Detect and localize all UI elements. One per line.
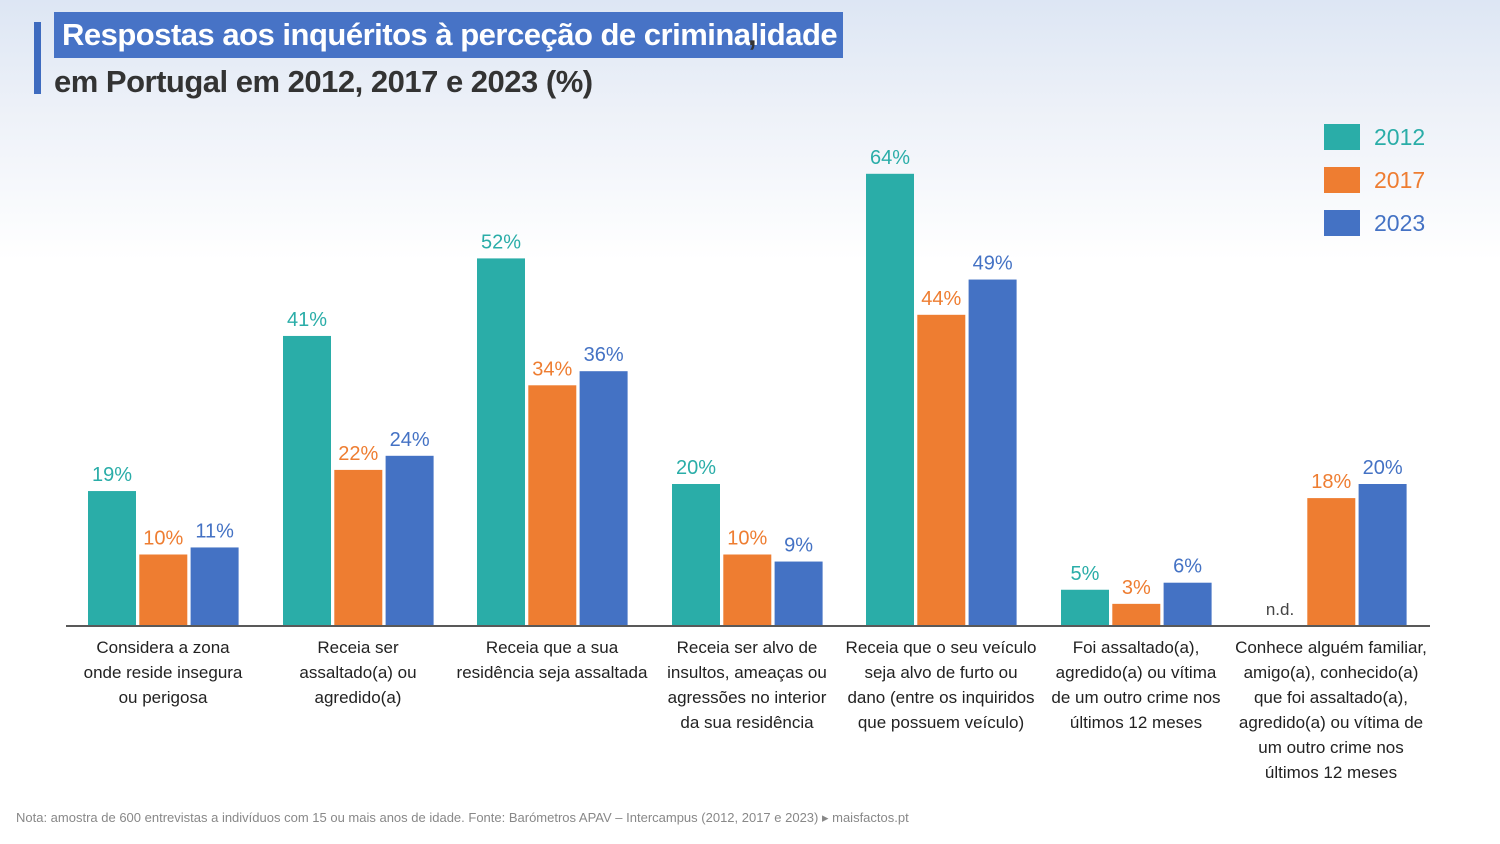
data-label-2017-2: 22%	[338, 443, 378, 465]
legend-swatch-2017	[1324, 167, 1360, 193]
bar-2017-4	[723, 554, 772, 625]
data-label-2017-4: 10%	[727, 528, 767, 550]
legend-label-2012: 2012	[1374, 124, 1425, 150]
bar-2012-4	[672, 484, 720, 625]
data-label-2012-6: 5%	[1071, 563, 1100, 585]
category-label-5: Receia que o seu veículo seja alvo de fur…	[846, 638, 1037, 732]
bar-2012-2	[283, 335, 331, 625]
bar-2023-3	[579, 371, 628, 625]
bar-chart: 19% 41% 52% 20% 64% 5% n.d. 10% 22% 34% 10% 44% 3% 18…	[66, 124, 1430, 782]
bar-2012-3	[477, 258, 525, 625]
bar-2023-2	[385, 455, 434, 625]
bar-2012-1	[88, 491, 136, 625]
data-label-2012-3: 52%	[481, 231, 521, 253]
data-label-2017-7: 18%	[1311, 471, 1351, 493]
bar-2023-1	[190, 547, 239, 625]
bar-2017-1	[139, 554, 188, 625]
data-label-2017-3: 34%	[532, 358, 572, 380]
bar-2023-6	[1163, 582, 1212, 625]
data-label-2017-1: 10%	[143, 528, 183, 550]
bar-2017-3	[528, 385, 577, 625]
bar-2017-7	[1307, 498, 1356, 625]
data-label-2012-1: 19%	[92, 464, 132, 486]
bar-2012-5	[866, 173, 914, 626]
data-label-2017-5: 44%	[921, 288, 961, 310]
footnote: Nota: amostra de 600 entrevistas a indiv…	[16, 810, 909, 825]
data-label-2023-7: 20%	[1363, 457, 1403, 479]
data-label-2012-4: 20%	[676, 457, 716, 479]
data-label-2023-5: 49%	[973, 253, 1013, 275]
chart-title: Respostas aos inquéritos à perceção de c…	[54, 12, 844, 58]
title-accent-bar	[34, 22, 41, 94]
data-label-2023-4: 9%	[784, 535, 813, 557]
bar-2023-5	[968, 279, 1017, 625]
data-label-2012-5: 64%	[870, 147, 910, 169]
legend-swatch-2023	[1324, 210, 1360, 236]
bar-2023-4	[774, 561, 823, 625]
data-label-2023-1: 11%	[195, 520, 234, 542]
bar-2023-7	[1358, 484, 1407, 625]
legend-label-2023: 2023	[1374, 210, 1425, 236]
bar-2017-2	[334, 469, 383, 625]
category-label-4: Receia ser alvo de insultos, ameaças ou ag…	[667, 638, 827, 732]
category-label-7: Conhece alguém familiar, amigo(a), conhec…	[1235, 638, 1427, 782]
data-label-2012-7: n.d.	[1266, 600, 1294, 619]
category-label-3: Receia que a sua residência seja assaltad…	[457, 638, 648, 682]
legend-label-2017: 2017	[1374, 167, 1425, 193]
data-label-2023-3: 36%	[584, 344, 624, 366]
data-label-2012-2: 41%	[287, 309, 327, 331]
chart-title-comma: ,	[748, 17, 757, 52]
category-label-2: Receia ser assaltado(a) ou agredido(a)	[299, 638, 416, 707]
chart-subtitle: em Portugal em 2012, 2017 e 2023 (%)	[54, 64, 593, 99]
bar-2017-6	[1112, 603, 1161, 625]
data-label-2023-6: 6%	[1173, 556, 1202, 578]
legend-swatch-2012	[1324, 124, 1360, 150]
data-label-2023-2: 24%	[390, 429, 430, 451]
data-label-2017-6: 3%	[1122, 577, 1151, 599]
category-label-6: Foi assaltado(a), agredido(a) ou vítima de…	[1051, 638, 1220, 732]
bar-2012-6	[1061, 589, 1109, 625]
bar-2017-5	[917, 314, 966, 625]
category-label-1: Considera a zona onde reside insegura ou p…	[84, 638, 243, 707]
